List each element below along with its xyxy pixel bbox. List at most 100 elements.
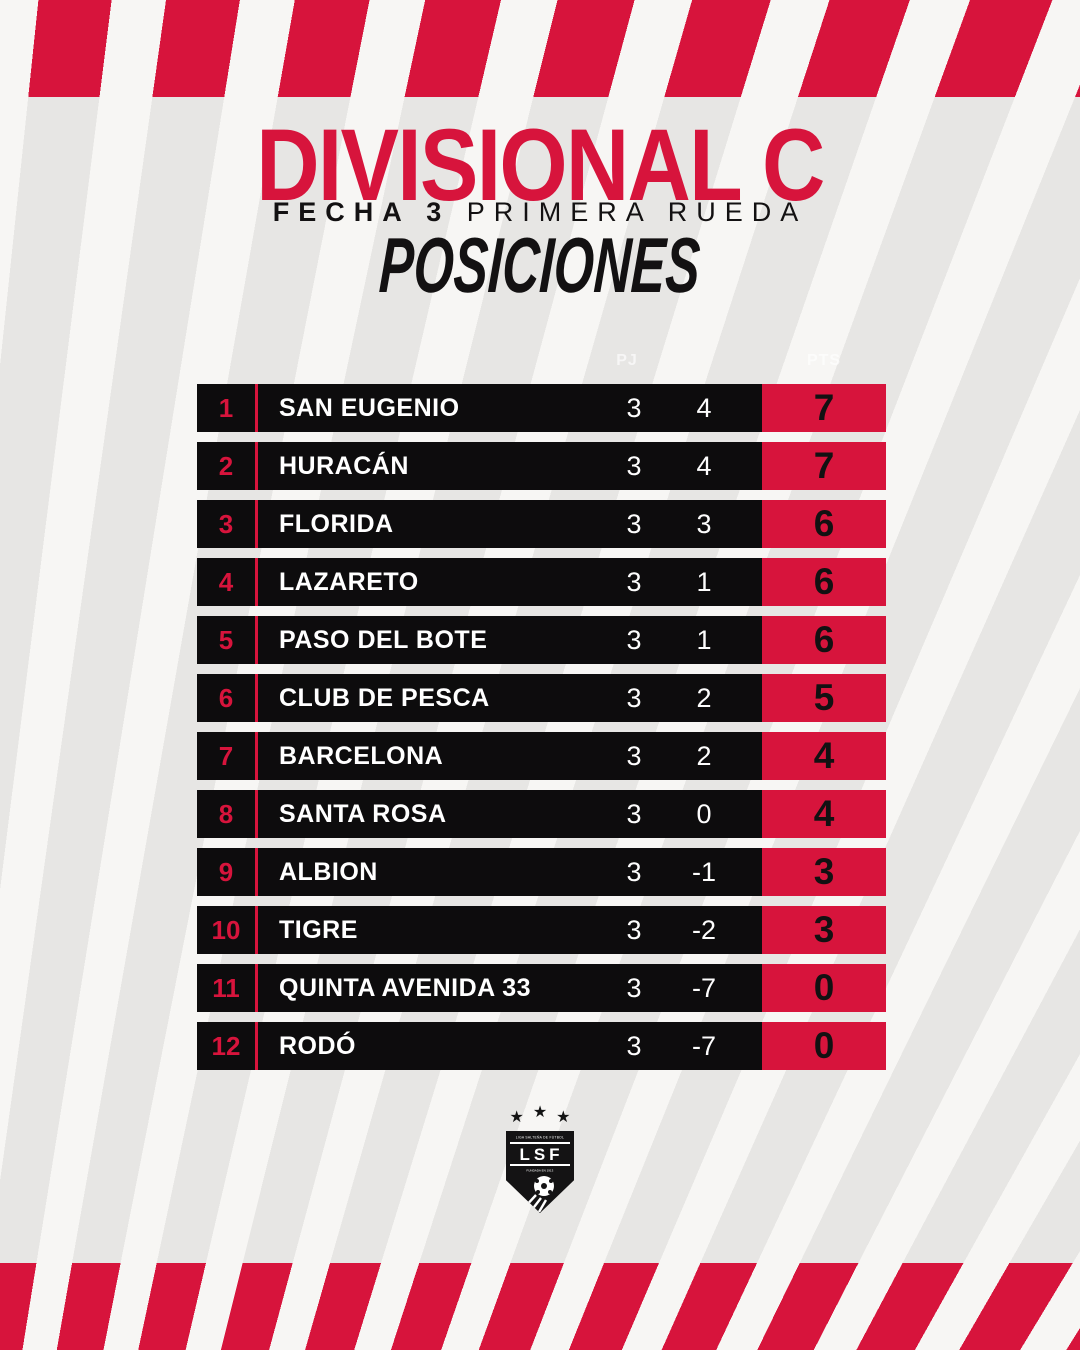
table-row: 8 SANTA ROSA 3 0 4 — [197, 790, 886, 838]
row-divider — [255, 964, 258, 1012]
team-name: LAZARETO — [279, 567, 419, 596]
row-divider — [255, 384, 258, 432]
goal-difference: -7 — [691, 972, 716, 1003]
row-divider — [255, 848, 258, 896]
subtitle: FECHA 3 PRIMERA RUEDA — [0, 199, 1080, 226]
top-red-stripe-band — [0, 0, 1080, 97]
position-number: 11 — [212, 972, 240, 1003]
team-name: CLUB DE PESCA — [279, 683, 490, 712]
page-title: DIVISIONAL C — [0, 114, 1080, 216]
team-name: SAN EUGENIO — [279, 393, 460, 422]
position-number: 1 — [218, 392, 234, 423]
table-row: 2 HURACÁN 3 4 7 — [197, 442, 886, 490]
row-divider — [255, 500, 258, 548]
logo-stars: ★ ★ ★ — [509, 1105, 571, 1130]
games-played: 3 — [626, 914, 642, 945]
column-header-pj: PJ — [616, 352, 638, 369]
row-spacer — [739, 500, 762, 548]
table-row: 11 QUINTA AVENIDA 33 3 -7 0 — [197, 964, 886, 1012]
row-spacer — [739, 674, 762, 722]
league-logo: ★ ★ ★ LIGA SALTEÑA DE FÚTBOL LSF FUNDADA… — [0, 1105, 1080, 1213]
points: 0 — [762, 1022, 886, 1070]
games-played: 3 — [626, 972, 642, 1003]
team-name: QUINTA AVENIDA 33 — [279, 973, 532, 1002]
games-played: 3 — [626, 1030, 642, 1061]
table-row: 1 SAN EUGENIO 3 4 7 — [197, 384, 886, 432]
games-played: 3 — [626, 508, 642, 539]
goal-difference: 4 — [696, 450, 712, 481]
team-name: RODÓ — [279, 1031, 356, 1060]
points: 3 — [762, 848, 886, 896]
games-played: 3 — [626, 856, 642, 887]
points: 4 — [762, 732, 886, 780]
position-number: 7 — [218, 740, 234, 771]
position-number: 4 — [218, 566, 234, 597]
logo-shield: LIGA SALTEÑA DE FÚTBOL LSF FUNDADA EN 19… — [506, 1131, 574, 1213]
goal-difference: 2 — [696, 740, 712, 771]
column-header-pts: PTS — [806, 352, 842, 369]
team-name: HURACÁN — [279, 451, 409, 480]
row-spacer — [739, 558, 762, 606]
row-divider — [255, 674, 258, 722]
logo-bottom-text: FUNDADA EN 1913 — [526, 1169, 554, 1173]
team-name: PASO DEL BOTE — [279, 625, 488, 654]
row-divider — [255, 442, 258, 490]
points: 6 — [762, 558, 886, 606]
row-divider — [255, 616, 258, 664]
team-name: SANTA ROSA — [279, 799, 447, 828]
points: 5 — [762, 674, 886, 722]
row-divider — [255, 906, 258, 954]
goal-difference: 4 — [696, 392, 712, 423]
table-row: 5 PASO DEL BOTE 3 1 6 — [197, 616, 886, 664]
star-icon: ★ — [556, 1109, 571, 1126]
goal-difference: 3 — [696, 508, 712, 539]
games-played: 3 — [626, 450, 642, 481]
team-name: TIGRE — [279, 915, 358, 944]
row-spacer — [739, 906, 762, 954]
points: 4 — [762, 790, 886, 838]
points: 7 — [762, 384, 886, 432]
games-played: 3 — [626, 798, 642, 829]
section-title-text: POSICIONES — [377, 221, 703, 309]
row-divider — [255, 732, 258, 780]
table-row: 12 RODÓ 3 -7 0 — [197, 1022, 886, 1070]
row-divider — [255, 790, 258, 838]
points: 6 — [762, 616, 886, 664]
games-played: 3 — [626, 682, 642, 713]
position-number: 3 — [218, 508, 234, 539]
soccer-ball-icon — [523, 1176, 554, 1212]
table-row: 10 TIGRE 3 -2 3 — [197, 906, 886, 954]
table-row: 9 ALBION 3 -1 3 — [197, 848, 886, 896]
page-title-text: DIVISIONAL C — [256, 108, 825, 222]
table-row: 4 LAZARETO 3 1 6 — [197, 558, 886, 606]
table-row: 6 CLUB DE PESCA 3 2 5 — [197, 674, 886, 722]
table-row: 7 BARCELONA 3 2 4 — [197, 732, 886, 780]
position-number: 9 — [218, 856, 234, 887]
points: 0 — [762, 964, 886, 1012]
star-icon: ★ — [509, 1109, 524, 1126]
goal-difference: -7 — [691, 1030, 716, 1061]
goal-difference: 1 — [696, 566, 712, 597]
fecha-label: FECHA 3 — [272, 197, 451, 227]
row-spacer — [739, 1022, 762, 1070]
points: 6 — [762, 500, 886, 548]
bottom-red-stripe-band — [0, 1263, 1080, 1350]
logo-initials: LSF — [510, 1142, 570, 1166]
row-spacer — [739, 442, 762, 490]
team-name: FLORIDA — [279, 509, 394, 538]
row-spacer — [739, 616, 762, 664]
goal-difference: 1 — [696, 624, 712, 655]
rueda-label: PRIMERA RUEDA — [466, 197, 808, 227]
points: 3 — [762, 906, 886, 954]
table-row: 3 FLORIDA 3 3 6 — [197, 500, 886, 548]
column-headers: PJ PTS — [197, 352, 886, 376]
section-title: POSICIONES — [0, 221, 1080, 309]
position-number: 6 — [218, 682, 234, 713]
row-spacer — [739, 848, 762, 896]
row-spacer — [739, 964, 762, 1012]
games-played: 3 — [626, 566, 642, 597]
goal-difference: -2 — [691, 914, 716, 945]
row-spacer — [739, 384, 762, 432]
goal-difference: 0 — [696, 798, 712, 829]
